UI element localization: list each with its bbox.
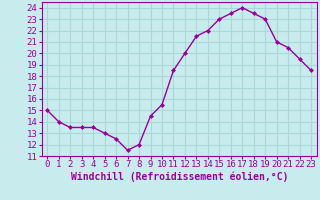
X-axis label: Windchill (Refroidissement éolien,°C): Windchill (Refroidissement éolien,°C) xyxy=(70,172,288,182)
